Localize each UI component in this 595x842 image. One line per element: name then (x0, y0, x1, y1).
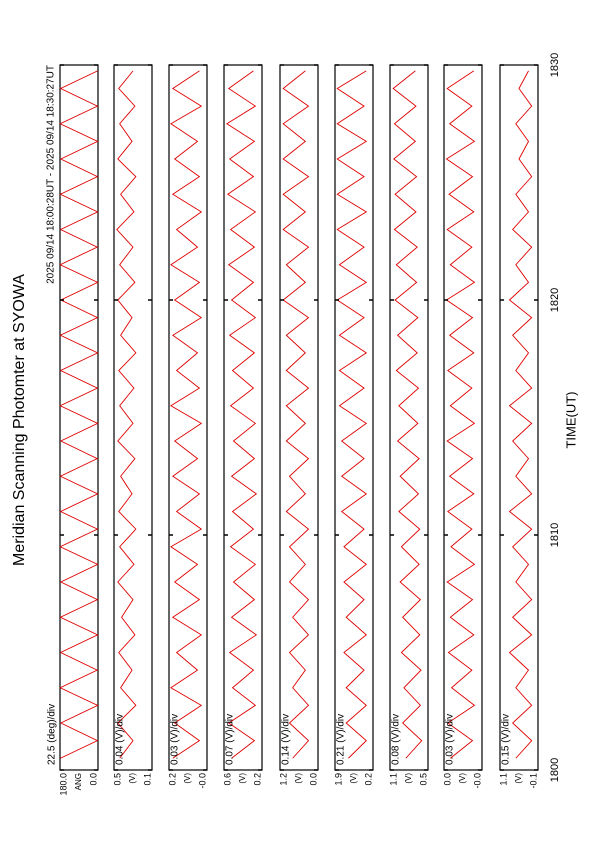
panel-frame (279, 64, 319, 771)
scale-label: 0.21 (V)/div (336, 714, 347, 765)
y-tick-label: -0.0 (472, 773, 482, 789)
signal-line (336, 70, 368, 759)
panel-frame (443, 64, 483, 771)
scale-label: 0.15 (V)/div (501, 714, 512, 765)
signal-line (392, 70, 423, 759)
y-axis-label: (V) (514, 773, 523, 784)
x-axis-label: TIME(UT) (563, 391, 578, 448)
y-axis-label: (V) (238, 773, 247, 784)
y-tick-label: -0.1 (528, 773, 538, 789)
y-axis-label: (V) (128, 773, 137, 784)
y-tick-label: -0.0 (197, 773, 207, 789)
x-tick-label: 1810 (549, 523, 561, 547)
x-tick-label: 1800 (549, 758, 561, 782)
panel-frame (499, 64, 539, 771)
panel-frame (59, 64, 99, 771)
signal-line (59, 70, 99, 759)
y-tick-label: 0.6 (222, 773, 232, 786)
scale-label: 0.07 (V)/div (225, 714, 236, 765)
y-tick-label: 1.9 (333, 773, 343, 786)
y-tick-label: 0.2 (363, 773, 373, 786)
y-tick-label: 180.0 (58, 773, 68, 796)
y-axis-label: (V) (294, 773, 303, 784)
y-tick-label: 0.2 (252, 773, 262, 786)
chart-title: Meridian Scanning Photomter at SYOWA (11, 274, 28, 566)
y-tick-label: 0.2 (167, 773, 177, 786)
panel-frame (113, 64, 153, 771)
y-tick-label: 1.1 (498, 773, 508, 786)
y-tick-label: 0.0 (442, 773, 452, 786)
x-tick-label: 1830 (549, 53, 561, 77)
y-axis-label: (V) (458, 773, 467, 784)
subtitle: 2025 09/14 18:00:28UT - 2025 09/14 18:30… (46, 65, 57, 284)
signal-line (226, 70, 258, 759)
scale-label: 0.08 (V)/div (391, 714, 402, 765)
panel-frame (334, 64, 374, 771)
panel-frame (389, 64, 429, 771)
signal-line (170, 70, 203, 759)
panel-frame (223, 64, 263, 771)
rotated-plot: Meridian Scanning Photomter at SYOWA 202… (11, 53, 578, 796)
y-axis-label: (V) (349, 773, 358, 784)
y-axis-label: (V) (183, 773, 192, 784)
signal-line (282, 70, 310, 759)
y-axis-label: (V) (404, 773, 413, 784)
scale-label: 0.03 (V)/div (170, 714, 181, 765)
signal-line (116, 70, 137, 759)
scale-label: 0.04 (V)/div (115, 714, 126, 765)
scale-label: 0.03 (V)/div (445, 714, 456, 765)
scale-label: 22.5 (deg)/div (47, 704, 58, 765)
y-tick-label: 1.1 (388, 773, 398, 786)
signal-line (445, 70, 476, 759)
y-tick-label: 0.1 (142, 773, 152, 786)
y-tick-label: 0.0 (88, 773, 98, 786)
panel-frame (168, 64, 208, 771)
y-tick-label: 1.2 (278, 773, 288, 786)
y-axis-label: ANG (74, 773, 83, 790)
y-tick-label: 0.5 (112, 773, 122, 786)
scale-label: 0.14 (V)/div (281, 714, 292, 765)
signal-line (508, 70, 533, 759)
y-tick-label: 0.0 (308, 773, 318, 786)
y-tick-label: 0.5 (418, 773, 428, 786)
x-tick-label: 1820 (549, 288, 561, 312)
